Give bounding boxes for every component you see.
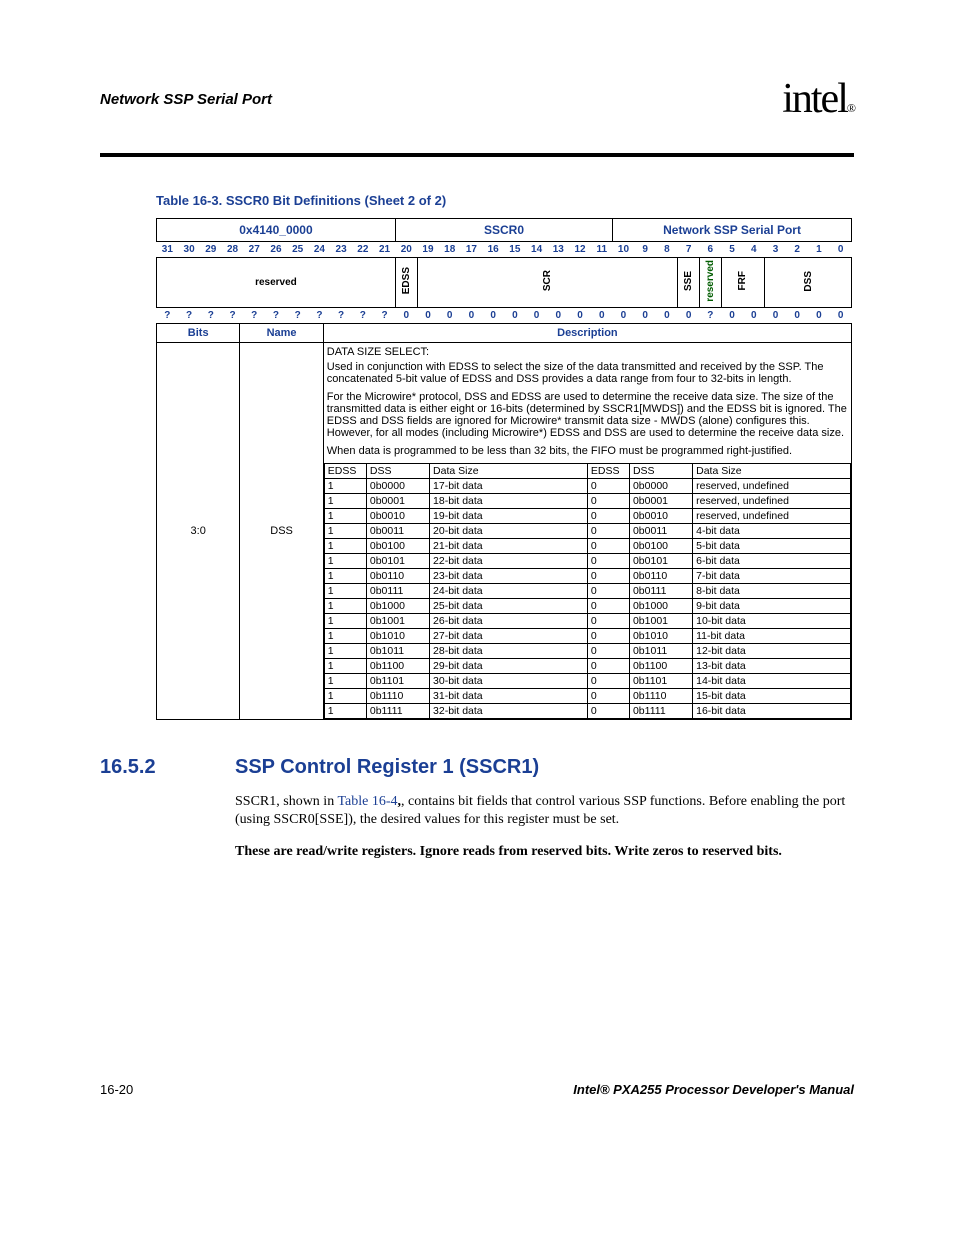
field-dss: DSS — [765, 258, 852, 308]
row-name: DSS — [240, 343, 323, 720]
header-section: Network SSP Serial Port — [100, 91, 272, 108]
bit-numbers: 3130292827262524232221201918171615141312… — [157, 242, 852, 258]
desc-p3: When data is programmed to be less than … — [327, 442, 848, 460]
desc-title: DATA SIZE SELECT: — [327, 346, 848, 358]
field-edss: EDSS — [395, 258, 417, 308]
header-rule — [100, 153, 854, 157]
ih-dss-r: DSS — [629, 464, 692, 479]
section-title: SSP Control Register 1 (SSCR1) — [235, 756, 539, 779]
inner-table: EDSS DSS Data Size EDSS DSS Data Size 10… — [324, 463, 851, 719]
table-link[interactable]: Table 16-4 — [337, 794, 397, 809]
ih-edss-l: EDSS — [324, 464, 366, 479]
ih-ds-r: Data Size — [693, 464, 851, 479]
reg-name: SSCR0 — [395, 219, 612, 242]
field-reserved-hi: reserved — [157, 258, 396, 308]
footer-title: Intel® PXA255 Processor Developer's Manu… — [573, 1082, 854, 1097]
register-diagram: 0x4140_0000 SSCR0 Network SSP Serial Por… — [156, 218, 852, 323]
row-desc: DATA SIZE SELECT: Used in conjunction wi… — [323, 343, 851, 720]
section-p2: These are read/write registers. Ignore r… — [235, 843, 854, 861]
ih-edss-r: EDSS — [587, 464, 629, 479]
reg-addr: 0x4140_0000 — [157, 219, 396, 242]
section-number: 16.5.2 — [100, 756, 205, 779]
page-number: 16-20 — [100, 1082, 133, 1097]
field-frf: FRF — [721, 258, 764, 308]
field-scr: SCR — [417, 258, 678, 308]
desc-p2: For the Microwire* protocol, DSS and EDS… — [327, 388, 848, 442]
ih-ds-l: Data Size — [430, 464, 588, 479]
reset-values: ???????????00000000000000?000000 — [157, 308, 852, 324]
col-name: Name — [240, 324, 323, 343]
ih-dss-l: DSS — [366, 464, 429, 479]
field-sse: SSE — [678, 258, 700, 308]
col-desc: Description — [323, 324, 851, 343]
section-p1: SSCR1, shown in Table 16-4,, contains bi… — [235, 793, 854, 829]
reg-module: Network SSP Serial Port — [613, 219, 852, 242]
table-caption: Table 16-3. SSCR0 Bit Definitions (Sheet… — [156, 193, 854, 208]
desc-p1: Used in conjunction with EDSS to select … — [327, 358, 848, 388]
col-bits: Bits — [157, 324, 240, 343]
row-bits: 3:0 — [157, 343, 240, 720]
description-table: Bits Name Description 3:0 DSS DATA SIZE … — [156, 323, 852, 720]
logo: intel® — [782, 75, 854, 123]
field-reserved-lo: reserved — [699, 258, 721, 308]
